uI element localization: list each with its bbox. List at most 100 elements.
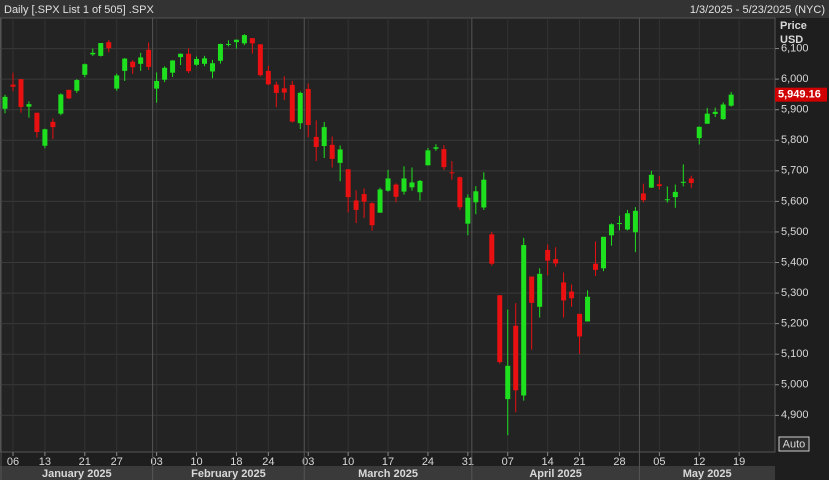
candle-body [696, 126, 702, 139]
candle-body [489, 234, 495, 264]
x-tick-label: 21 [573, 456, 585, 468]
chart-title: Daily [.SPX List 1 of 505] .SPX [4, 4, 154, 16]
candle-body [545, 249, 551, 261]
candle-body [329, 144, 335, 159]
candle-body [441, 149, 447, 168]
y-tick-label: 4,900 [781, 409, 809, 421]
x-tick-label: 03 [150, 456, 162, 468]
x-tick-label: 19 [733, 456, 745, 468]
x-tick-label: 10 [342, 456, 354, 468]
candle-body [688, 178, 694, 184]
candle-body [297, 92, 303, 124]
x-tick-label: 07 [502, 456, 514, 468]
candle-body [720, 104, 726, 120]
candle-body [449, 172, 455, 174]
auto-button-label[interactable]: Auto [783, 438, 806, 450]
plot-area [0, 17, 776, 453]
candle-body [74, 80, 80, 91]
candle-body [529, 276, 535, 303]
x-tick-label: 18 [230, 456, 242, 468]
month-label: May 2025 [683, 468, 732, 480]
last-price-box [775, 87, 827, 102]
y-axis-label: Price [780, 20, 807, 32]
y-tick-label: 5,600 [781, 195, 809, 207]
x-tick-label: 24 [262, 456, 274, 468]
candle-body [162, 67, 168, 80]
candle-body [537, 273, 543, 307]
x-tick-label: 06 [7, 456, 19, 468]
candle-body [561, 282, 567, 301]
candle-body [513, 325, 519, 391]
candle-body [34, 112, 40, 133]
y-tick-label: 5,800 [781, 134, 809, 146]
candle-body [712, 111, 718, 114]
candle-body [2, 96, 8, 109]
candle-body [257, 44, 263, 76]
candle-body [106, 42, 112, 49]
candle-body [361, 194, 367, 202]
candle-body [90, 52, 96, 55]
candle-body [130, 61, 136, 68]
candle-body [481, 179, 487, 208]
candle-body [601, 236, 606, 269]
candle-body [425, 150, 431, 166]
y-tick-label: 5,100 [781, 348, 809, 360]
month-label: March 2025 [358, 468, 418, 480]
candle-body [409, 182, 415, 188]
x-tick-label: 21 [79, 456, 91, 468]
candle-body [122, 58, 128, 71]
x-tick-label: 13 [39, 456, 51, 468]
candle-body [66, 89, 72, 99]
candle-body [505, 365, 511, 400]
x-tick-label: 14 [542, 456, 554, 468]
x-tick-label: 05 [653, 456, 665, 468]
y-tick-label: 5,700 [781, 165, 809, 177]
candle-body [194, 58, 200, 65]
candle-body [58, 94, 64, 114]
candle-body [569, 291, 575, 299]
candle-body [385, 178, 391, 191]
x-tick-label: 27 [111, 456, 123, 468]
candle-body [114, 75, 120, 89]
candle-body [225, 43, 231, 45]
candle-body [82, 64, 88, 75]
candle-body [178, 53, 184, 58]
auto-button[interactable] [778, 436, 810, 452]
candle-body [728, 94, 734, 106]
candle-body [305, 88, 311, 125]
candle-body [337, 149, 343, 163]
candle-body [417, 180, 423, 193]
title-bar [0, 0, 829, 18]
x-tick-label: 12 [693, 456, 705, 468]
candle-body [473, 191, 479, 203]
candle-body [465, 197, 471, 224]
y-tick-label: 5,300 [781, 287, 809, 299]
candle-body [616, 223, 622, 225]
candle-body [241, 35, 247, 44]
candle-body [98, 43, 104, 56]
candle-body [656, 184, 662, 187]
candle-body [154, 80, 160, 89]
candle-body [273, 84, 279, 93]
month-label: February 2025 [191, 468, 266, 480]
x-tick-label: 31 [462, 456, 474, 468]
x-tick-label: 03 [302, 456, 314, 468]
candle-body [648, 174, 654, 188]
x-tick-label: 24 [422, 456, 434, 468]
candle-body [289, 84, 295, 122]
candle-body [186, 53, 192, 72]
candle-body [624, 213, 630, 230]
x-tick-label: 28 [613, 456, 625, 468]
candle-body [433, 147, 439, 149]
candle-body [497, 295, 503, 363]
candle-body [664, 199, 670, 201]
candle-body [42, 129, 48, 146]
candle-body [233, 39, 239, 43]
candle-body [521, 245, 527, 396]
candle-body [640, 193, 646, 201]
y-axis-label: USD [780, 34, 803, 46]
y-tick-label: 6,000 [781, 73, 809, 85]
candle-body [672, 191, 678, 198]
candle-body [313, 136, 319, 147]
